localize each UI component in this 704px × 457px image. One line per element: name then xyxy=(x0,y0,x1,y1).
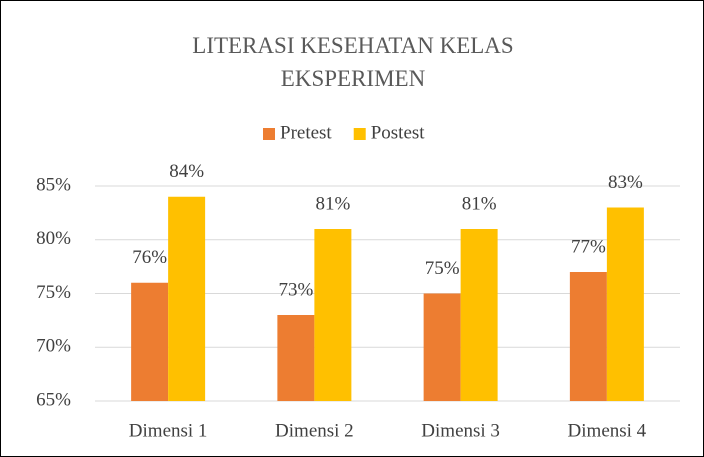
bar xyxy=(277,315,315,401)
data-label: 73% xyxy=(278,279,313,300)
data-label: 75% xyxy=(425,258,460,279)
bar xyxy=(606,207,644,401)
y-tick-label: 85% xyxy=(36,174,71,195)
data-label: 81% xyxy=(315,193,350,214)
y-tick-label: 70% xyxy=(36,336,71,357)
y-tick-label: 75% xyxy=(36,282,71,303)
data-label: 77% xyxy=(571,236,606,257)
x-tick-label: Dimensi 1 xyxy=(129,420,208,441)
x-tick-label: Dimensi 4 xyxy=(568,420,647,441)
chart-title: LITERASI KESEHATAN KELAS EKSPERIMEN xyxy=(192,33,514,91)
y-tick-label: 65% xyxy=(36,389,71,410)
data-label: 83% xyxy=(608,172,643,193)
bar xyxy=(423,293,461,401)
legend-swatch xyxy=(353,128,366,140)
data-label: 84% xyxy=(169,161,204,182)
bar xyxy=(569,272,607,401)
data-label: 81% xyxy=(462,193,497,214)
x-tick-label: Dimensi 2 xyxy=(275,420,354,441)
bar xyxy=(131,282,169,401)
bar xyxy=(314,229,352,401)
x-tick-label: Dimensi 3 xyxy=(421,420,500,441)
y-tick-label: 80% xyxy=(36,228,71,249)
bar xyxy=(460,229,498,401)
legend-swatch xyxy=(263,128,275,140)
legend-label: Postest xyxy=(371,122,426,143)
data-label: 76% xyxy=(132,247,167,268)
bar xyxy=(168,196,206,401)
legend-label: Pretest xyxy=(280,122,332,143)
